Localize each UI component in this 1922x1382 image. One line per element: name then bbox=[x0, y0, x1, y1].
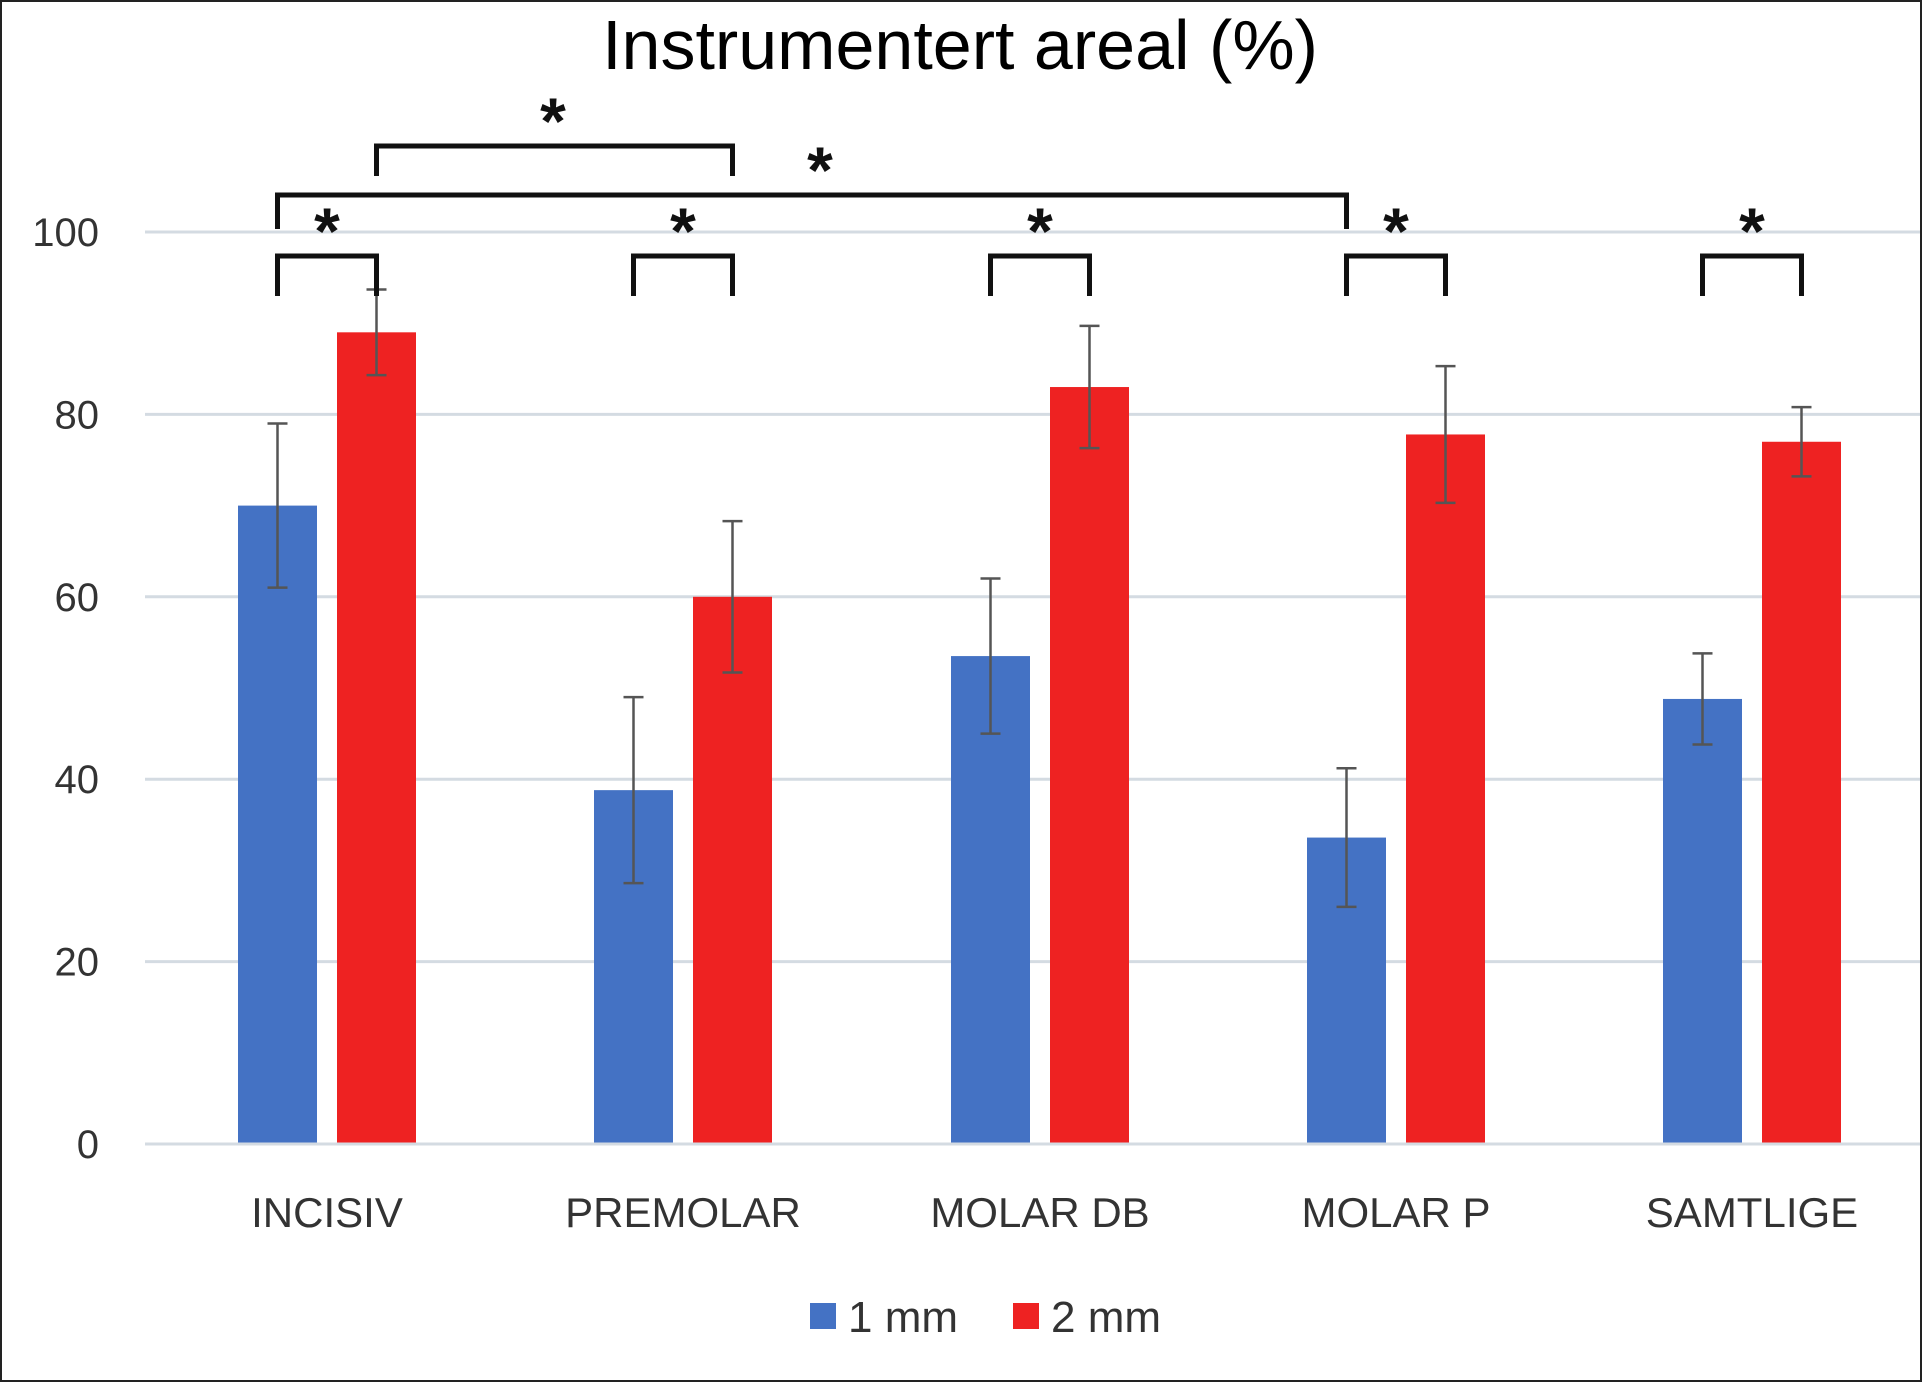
significance-bracket bbox=[1700, 253, 1804, 296]
y-tick-label: 40 bbox=[55, 758, 100, 802]
significance-brackets: * * * * * * * bbox=[275, 84, 1804, 296]
legend: 1 mm 2 mm bbox=[810, 1293, 1161, 1342]
bar bbox=[1663, 698, 1742, 1144]
x-tick-label: MOLAR P bbox=[1301, 1189, 1490, 1236]
bar bbox=[1050, 387, 1129, 1144]
significance-marker: * bbox=[314, 194, 340, 268]
y-tick-label: 20 bbox=[55, 941, 100, 985]
y-tick-label: 0 bbox=[77, 1123, 99, 1167]
bar bbox=[238, 505, 317, 1145]
bar bbox=[951, 656, 1030, 1144]
legend-label: 1 mm bbox=[848, 1293, 958, 1342]
y-tick-label: 100 bbox=[32, 211, 99, 255]
x-axis: INCISIV PREMOLAR MOLAR DB MOLAR P SAMTLIGE bbox=[145, 1142, 1920, 1236]
significance-bracket bbox=[631, 253, 735, 296]
error-bars bbox=[267, 288, 1812, 909]
legend-swatch bbox=[1013, 1303, 1039, 1329]
significance-bracket bbox=[374, 143, 735, 176]
x-tick-label: SAMTLIGE bbox=[1646, 1189, 1858, 1236]
legend-swatch bbox=[810, 1303, 836, 1329]
legend-label: 2 mm bbox=[1051, 1293, 1161, 1342]
bars bbox=[238, 332, 1841, 1145]
chart-title: Instrumentert areal (%) bbox=[602, 6, 1318, 84]
y-axis: 0 20 40 60 80 100 bbox=[32, 211, 99, 1167]
bar bbox=[1406, 434, 1485, 1144]
significance-marker: * bbox=[1027, 194, 1053, 268]
y-tick-label: 80 bbox=[55, 393, 100, 437]
significance-bracket bbox=[988, 253, 1092, 296]
significance-marker: * bbox=[1739, 194, 1765, 268]
bar bbox=[693, 596, 772, 1144]
y-tick-label: 60 bbox=[55, 576, 100, 620]
significance-bracket bbox=[275, 253, 379, 296]
significance-marker: * bbox=[1383, 194, 1409, 268]
x-tick-label: MOLAR DB bbox=[930, 1189, 1149, 1236]
significance-marker: * bbox=[540, 84, 566, 158]
bar bbox=[337, 332, 416, 1144]
significance-marker: * bbox=[670, 194, 696, 268]
bar bbox=[1762, 441, 1841, 1144]
significance-bracket bbox=[1344, 253, 1448, 296]
significance-bracket bbox=[275, 192, 1349, 229]
x-tick-label: INCISIV bbox=[251, 1189, 403, 1236]
significance-marker: * bbox=[807, 133, 833, 207]
x-tick-label: PREMOLAR bbox=[565, 1189, 801, 1236]
